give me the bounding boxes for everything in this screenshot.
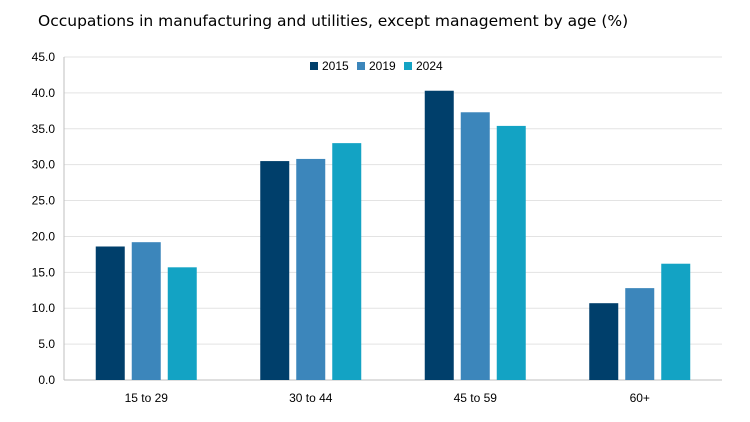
y-tick-label: 35.0: [32, 122, 56, 136]
x-tick-label: 60+: [630, 391, 650, 405]
x-tick-label: 45 to 59: [454, 391, 498, 405]
legend-swatch-2019: [357, 62, 365, 70]
x-axis: 15 to 29 30 to 44 45 to 59 60+: [64, 379, 722, 405]
bar-2019-45-to-59: [460, 112, 490, 380]
bar-2015-60plus: [589, 303, 619, 380]
bar-2015-30-to-44: [260, 161, 290, 380]
bar-2019-60plus: [625, 288, 655, 380]
y-tick-label: 0.0: [38, 373, 55, 387]
chart-title: Occupations in manufacturing and utiliti…: [38, 12, 629, 30]
gridlines: [64, 56, 722, 345]
legend: 2015 2019 2024: [310, 59, 443, 73]
legend-swatch-2024: [404, 62, 412, 70]
legend-label-2019: 2019: [369, 59, 396, 73]
y-tick-label: 25.0: [32, 194, 56, 208]
legend-label-2024: 2024: [416, 59, 443, 73]
x-tick-label: 15 to 29: [125, 391, 169, 405]
bar-2019-30-to-44: [296, 158, 326, 380]
y-axis: 0.0 5.0 10.0 15.0 20.0 25.0 30.0 35.0 40.0 45.0: [32, 50, 65, 387]
bar-2015-45-to-59: [424, 90, 454, 380]
y-tick-label: 40.0: [32, 86, 56, 100]
bars: [95, 90, 691, 380]
bar-2024-45-to-59: [496, 125, 526, 380]
bar-2015-15-to-29: [95, 246, 125, 380]
y-tick-label: 30.0: [32, 158, 56, 172]
y-tick-label: 45.0: [32, 50, 56, 64]
y-tick-label: 5.0: [38, 337, 55, 351]
legend-swatch-2015: [310, 62, 318, 70]
bar-2024-60plus: [661, 263, 691, 380]
y-tick-label: 15.0: [32, 265, 56, 279]
bar-2019-15-to-29: [131, 242, 161, 380]
y-tick-label: 10.0: [32, 301, 56, 315]
bar-2024-30-to-44: [332, 143, 362, 380]
x-tick-label: 30 to 44: [289, 391, 333, 405]
legend-label-2015: 2015: [322, 59, 349, 73]
y-tick-label: 20.0: [32, 229, 56, 243]
bar-2024-15-to-29: [167, 267, 197, 380]
